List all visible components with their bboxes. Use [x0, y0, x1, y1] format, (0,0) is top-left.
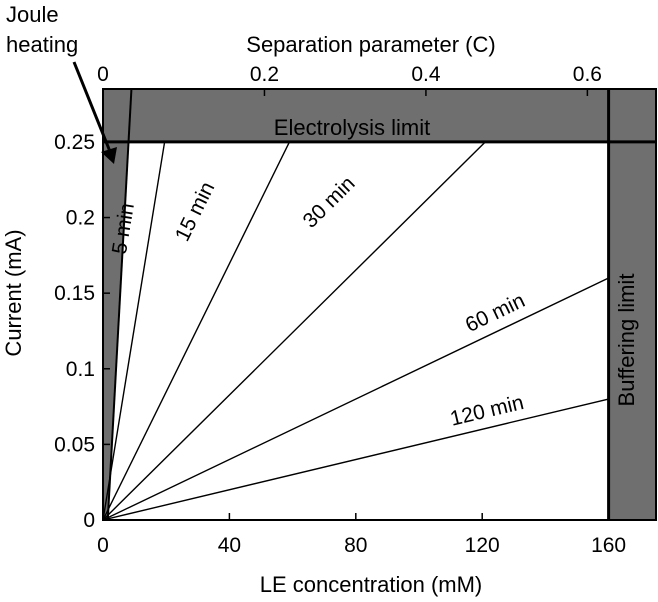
- series-label-30-min: 30 min: [299, 172, 360, 233]
- y-tick-label: 0: [83, 509, 95, 532]
- series-line-30-min: [102, 141, 486, 521]
- y-tick-label: 0.05: [54, 433, 95, 456]
- top-tick-label: 0.6: [573, 63, 602, 86]
- series-line-60-min: [102, 277, 609, 521]
- axis-ticks: 0 40 80 120 160 0 0.05 0.1 0.15 0.2 0.25 0 0.2 0.4 0.6: [54, 63, 626, 557]
- x-tick-label: 160: [591, 534, 626, 557]
- y-tick-label: 0.1: [66, 358, 95, 381]
- x-tick-label: 0: [97, 534, 109, 557]
- buffering-limit-label: Buffering limit: [614, 274, 639, 407]
- buffering-limit-region: [608, 89, 656, 520]
- series-line-5-min: [102, 141, 166, 521]
- series-line-15-min: [102, 141, 291, 521]
- series-line-120-min: [102, 398, 609, 521]
- shaded-regions: [103, 88, 656, 521]
- plot-frame: [102, 88, 657, 521]
- plot-border: [102, 88, 657, 521]
- series-label-15-min: 15 min: [171, 178, 220, 245]
- joule-heating-boundary: [106, 88, 133, 521]
- y-tick-label: 0.15: [54, 282, 95, 305]
- x-tick-label: 80: [344, 534, 367, 557]
- y-axis-title: Current (mA): [1, 229, 26, 356]
- series-label-60-min: 60 min: [462, 289, 529, 337]
- electrolysis-limit-region: [103, 89, 656, 142]
- top-tick-label: 0.2: [250, 63, 279, 86]
- series-lines: [102, 141, 609, 521]
- y-tick-label: 0.25: [54, 131, 95, 154]
- y-tick-label: 0.2: [66, 207, 95, 230]
- electrolysis-limit-label: Electrolysis limit: [274, 115, 430, 140]
- x-axis-title: LE concentration (mM): [260, 572, 483, 597]
- x-tick-label: 120: [465, 534, 500, 557]
- x-tick-label: 40: [218, 534, 241, 557]
- joule-heating-label: Joule heating: [6, 2, 78, 57]
- joule-heating-region: [103, 89, 132, 520]
- top-tick-label: 0.4: [411, 63, 441, 86]
- series-label-120-min: 120 min: [448, 391, 526, 431]
- joule-heating-arrow: [72, 61, 113, 155]
- joule-heating-arrowhead: [101, 147, 117, 164]
- top-axis-title: Separation parameter (C): [246, 32, 495, 57]
- top-tick-label: 0: [97, 63, 109, 86]
